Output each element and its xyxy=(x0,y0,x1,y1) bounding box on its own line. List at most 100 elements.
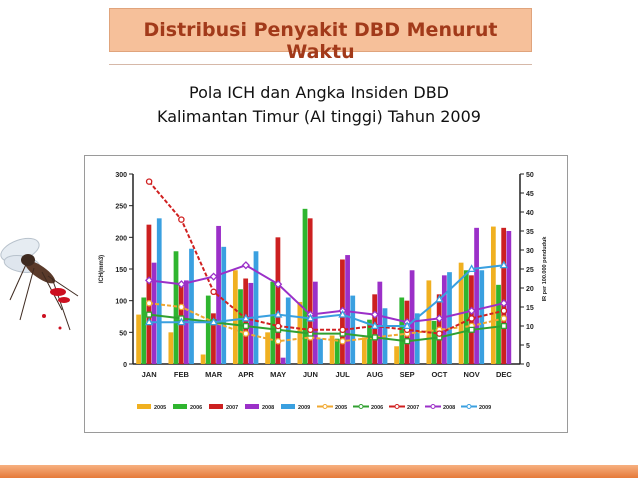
legend-swatch xyxy=(173,404,187,409)
line-point xyxy=(274,280,283,289)
bar xyxy=(441,275,447,364)
bar xyxy=(270,281,276,364)
bar xyxy=(334,338,340,364)
line-point xyxy=(274,322,282,330)
line-point xyxy=(435,294,444,303)
line-point xyxy=(371,334,378,341)
bar xyxy=(496,284,501,364)
x-tick-label: AUG xyxy=(367,370,384,379)
line-point xyxy=(177,317,186,326)
line-point xyxy=(144,317,154,326)
bar xyxy=(211,313,216,364)
legend-label: 2008 xyxy=(262,405,274,411)
y-tick-label: 150 xyxy=(115,267,127,274)
bar xyxy=(426,280,432,364)
series-line xyxy=(149,302,505,343)
line-point xyxy=(500,307,508,315)
line-point xyxy=(241,261,250,270)
bar xyxy=(399,297,405,364)
bar xyxy=(280,357,286,364)
line-point xyxy=(209,317,218,326)
chart-subtitle-line2: Kalimantan Timur (AI tinggi) Tahun 2009 xyxy=(157,107,481,126)
line-point xyxy=(500,315,508,322)
line-point xyxy=(435,314,444,323)
bar xyxy=(265,332,270,364)
bar xyxy=(479,270,485,364)
bar xyxy=(173,251,179,364)
x-tick-label: MAR xyxy=(205,370,223,379)
line-point xyxy=(339,326,346,334)
line-point xyxy=(404,338,411,345)
y2-tick-label: 0 xyxy=(526,362,530,369)
legend-swatch xyxy=(209,404,223,409)
bar xyxy=(253,251,259,364)
y-tick-label: 50 xyxy=(119,330,127,337)
line-point xyxy=(145,276,154,285)
y2-tick-label: 30 xyxy=(526,248,534,255)
bar xyxy=(168,332,174,364)
bar xyxy=(367,319,372,364)
bar xyxy=(394,346,399,364)
legend-label: 2006 xyxy=(371,405,383,411)
bar xyxy=(501,227,507,364)
y2-tick-label: 45 xyxy=(526,191,534,198)
bar xyxy=(463,270,469,364)
line-point xyxy=(210,288,217,296)
bar xyxy=(307,218,313,364)
y2-tick-label: 10 xyxy=(526,324,534,331)
line-point xyxy=(273,309,283,318)
y2-tick-label: 25 xyxy=(526,267,534,274)
bar xyxy=(248,282,254,364)
bar xyxy=(275,237,281,364)
legend-swatch xyxy=(245,404,259,409)
line-point xyxy=(402,321,412,330)
line-point xyxy=(307,326,314,334)
line-point xyxy=(146,311,153,318)
bar xyxy=(151,262,157,364)
x-tick-label: JUL xyxy=(336,370,351,379)
legend-swatch xyxy=(137,404,151,409)
line-point xyxy=(178,216,185,223)
legend-marker xyxy=(394,404,400,409)
x-tick-label: SEP xyxy=(400,370,415,379)
y-tick-label: 100 xyxy=(115,299,127,306)
line-point xyxy=(370,321,380,330)
line-point xyxy=(274,337,282,345)
line-point xyxy=(338,309,347,318)
bar xyxy=(146,224,152,364)
y-axis-title: ICH(mm3) xyxy=(99,255,105,283)
legend-marker xyxy=(430,404,436,409)
line-point xyxy=(500,322,507,330)
x-tick-label: JUN xyxy=(303,370,318,379)
line-point xyxy=(306,313,315,322)
bar xyxy=(156,218,162,364)
bar xyxy=(238,289,243,364)
legend-swatch xyxy=(281,404,295,409)
legend-label: 2007 xyxy=(407,405,419,411)
slide-title: Distribusi Penyakit DBD Menurut Waktu xyxy=(143,19,498,63)
legend-label: 2005 xyxy=(154,405,166,411)
bar xyxy=(431,320,437,364)
line-point xyxy=(370,310,379,319)
y-tick-label: 200 xyxy=(115,235,127,242)
y-tick-label: 300 xyxy=(115,172,127,179)
line-point xyxy=(436,330,443,337)
bar xyxy=(329,335,335,364)
line-point xyxy=(209,272,218,281)
legend-label: 2007 xyxy=(226,405,238,411)
x-tick-label: JAN xyxy=(142,370,157,379)
y2-axis-title: IR per 100.000 penduduk xyxy=(542,236,548,302)
legend-label: 2008 xyxy=(443,405,455,411)
line-point xyxy=(468,315,475,322)
line-point xyxy=(467,306,476,315)
y2-tick-label: 35 xyxy=(526,229,534,236)
y-tick-label: 0 xyxy=(123,362,127,369)
line-point xyxy=(499,299,508,308)
bar xyxy=(474,227,479,364)
legend-label: 2005 xyxy=(335,405,347,411)
title-banner: Distribusi Penyakit DBD Menurut Waktu xyxy=(109,8,532,63)
line-point xyxy=(339,337,346,345)
bar xyxy=(409,270,415,364)
bar xyxy=(490,226,496,364)
bar xyxy=(447,272,452,364)
